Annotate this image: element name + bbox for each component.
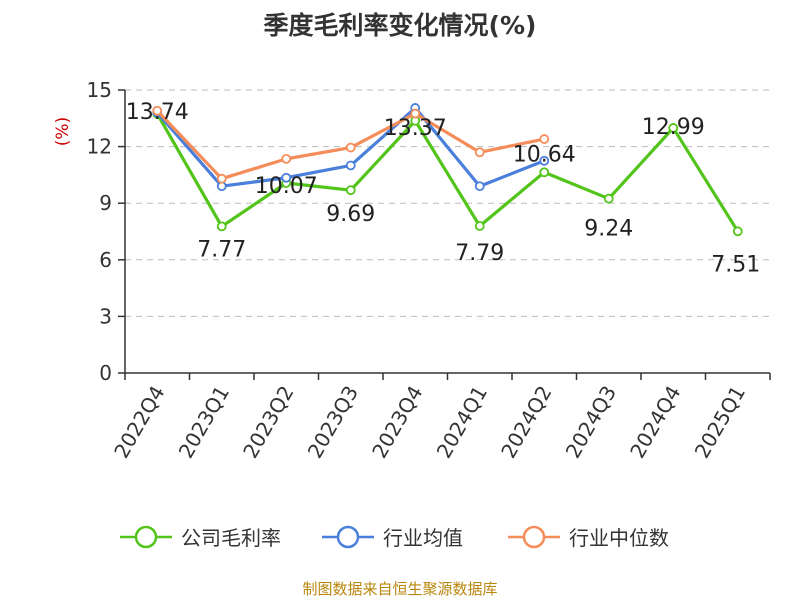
series-point-0 [345,185,356,196]
x-tick-label: 2024Q3 [561,382,621,463]
series-point-1 [345,160,356,171]
legend-marker-1 [336,525,360,549]
y-tick-label: 12 [87,135,112,159]
x-tick-label: 2023Q3 [303,382,363,463]
y-tick-label: 6 [99,248,112,272]
series-point-2 [152,105,163,116]
data-label: 7.79 [455,241,504,266]
x-tick-label: 2023Q2 [238,382,298,463]
data-label: 10.07 [255,174,318,199]
x-tick-label: 2024Q4 [625,382,685,463]
series-point-0 [539,167,550,178]
y-tick-label: 3 [99,304,112,328]
series-point-0 [668,123,679,133]
data-label: 9.24 [584,217,633,242]
legend-label: 公司毛利率 [181,526,281,550]
series-point-1 [539,155,550,166]
data-labels: 13.74 7.77 10.07 9.69 13.37 7.79 10.64 9.24 12.9… [126,100,760,278]
y-tick-label: 0 [99,361,112,385]
y-tick-label: 15 [87,78,112,102]
series-point-2 [474,147,485,158]
data-label: 12.99 [642,115,705,140]
x-tick-label: 2024Q2 [496,382,556,463]
series-point-0 [603,193,614,204]
series-line-0 [155,112,740,233]
legend-label: 行业中位数 [569,526,669,550]
series-point-0 [474,221,485,231]
data-label: 13.74 [126,100,189,125]
data-label: 10.64 [513,142,576,167]
chart-title: 季度毛利率变化情况(%) [263,11,537,40]
legend-marker-2 [522,525,546,549]
x-tick-label: 2025Q1 [690,382,750,463]
legend: 公司毛利率 行业均值 行业中位数 [120,525,669,550]
data-label: 13.37 [384,116,447,141]
y-axis-title: (%) [53,117,73,146]
x-tick-label: 2023Q4 [367,382,427,463]
data-label: 7.77 [197,237,246,262]
data-label: 7.51 [711,252,760,277]
series-point-2 [539,134,550,144]
x-tick-label: 2023Q1 [174,382,234,463]
x-tick-label: 2022Q4 [109,382,169,463]
y-tick-label: 9 [99,191,112,215]
series-point-1 [281,172,292,183]
source-note: 制图数据来自恒生聚源数据库 [302,580,498,598]
series-lines [152,103,743,237]
series-point-2 [281,153,292,164]
legend-label: 行业均值 [383,526,463,550]
data-label: 9.69 [326,202,375,227]
series-point-0 [216,221,227,232]
series-point-2 [410,108,421,119]
series-point-2 [216,173,227,184]
series-point-0 [732,226,743,237]
series-point-1 [474,181,485,192]
series-point-2 [345,142,356,153]
x-tick-label: 2024Q1 [432,382,492,463]
legend-marker-0 [134,525,158,549]
